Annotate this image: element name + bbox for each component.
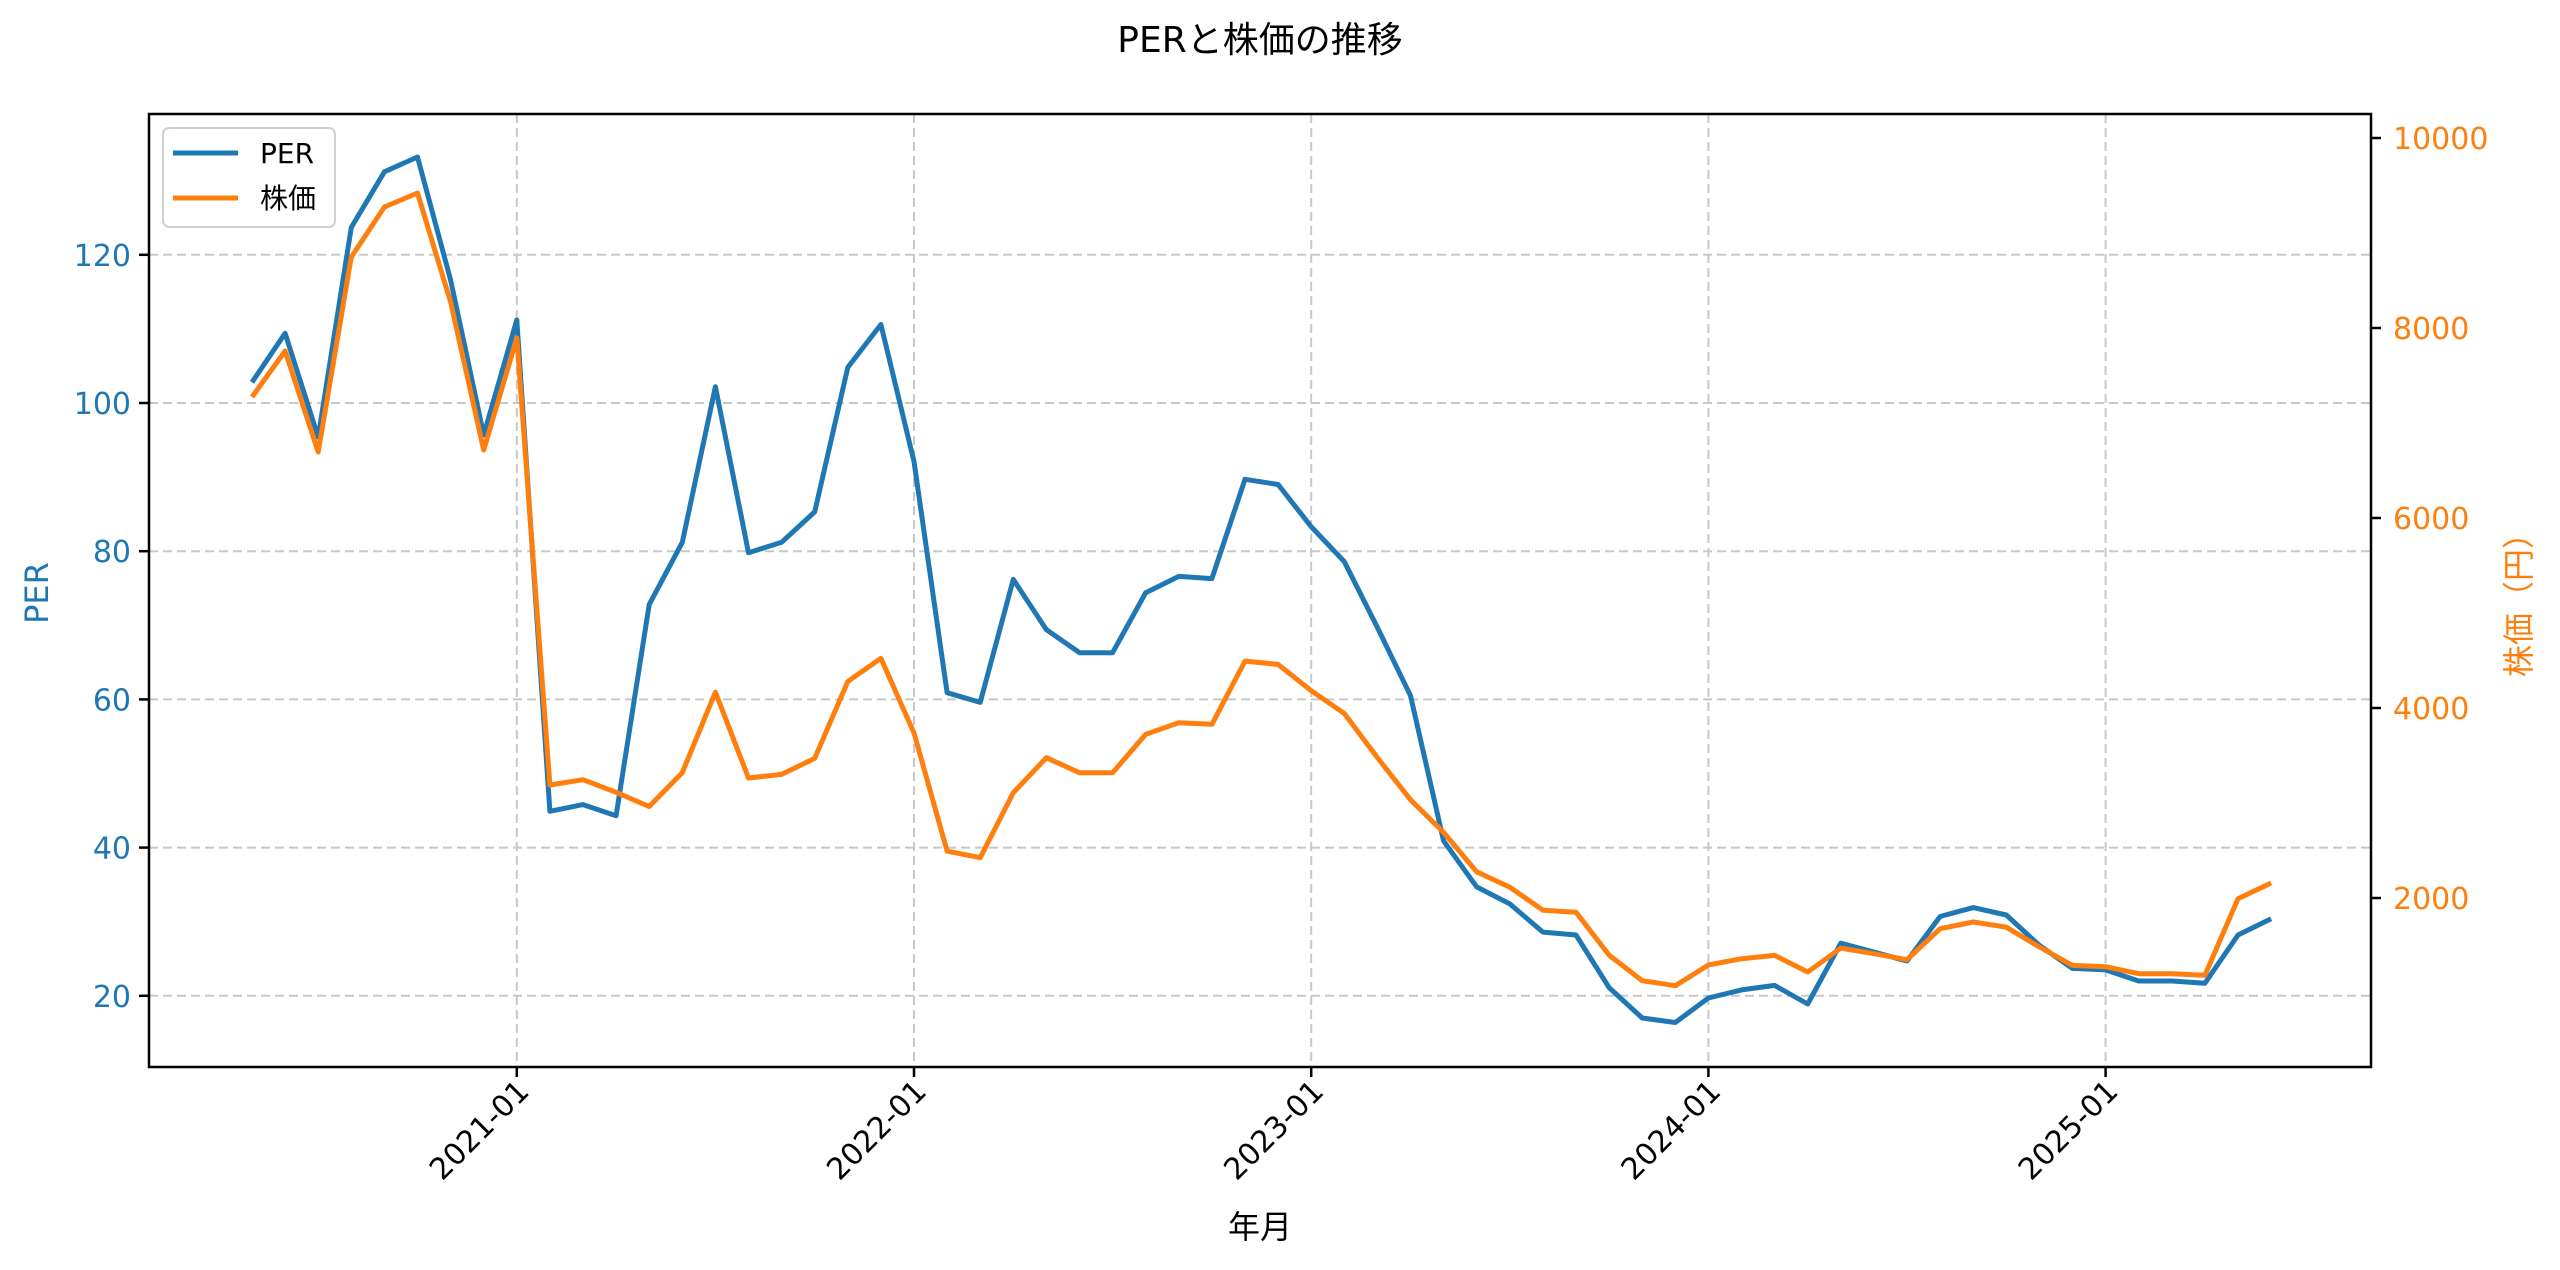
legend-price-label: 株価 (260, 182, 316, 215)
plot-frame (147, 112, 2373, 1069)
left-tick-label: 20 (93, 980, 131, 1015)
chart-title: PERと株価の推移 (1117, 20, 1402, 61)
x-tick-label: 2024-01 (1615, 1074, 1728, 1187)
price-line (249, 190, 2273, 989)
right-tick-label: 2000 (2393, 882, 2469, 917)
x-tick-label: 2021-01 (423, 1074, 536, 1187)
right-tick-label: 10000 (2393, 122, 2488, 157)
left-y-axis-ticks: 20 40 60 80 100 120 (74, 239, 149, 1015)
x-tick-label: 2025-01 (2012, 1074, 2125, 1187)
right-tick-label: 4000 (2393, 692, 2469, 727)
left-tick-label: 40 (93, 832, 131, 867)
x-tick-label: 2022-01 (820, 1074, 933, 1187)
left-tick-label: 120 (74, 239, 131, 274)
left-tick-label: 100 (74, 387, 131, 422)
right-y-axis-label: 株価（円） (2500, 517, 2538, 677)
left-y-axis-label: PER (18, 562, 56, 624)
x-tick-label: 2023-01 (1217, 1074, 1330, 1187)
grid-lines (149, 114, 2371, 1067)
left-tick-label: 60 (93, 683, 131, 718)
series-lines (249, 154, 2273, 1025)
right-tick-label: 6000 (2393, 502, 2469, 537)
left-tick-label: 80 (93, 535, 131, 570)
right-tick-label: 8000 (2393, 312, 2469, 347)
right-y-axis-ticks: 2000 4000 6000 8000 10000 (2371, 122, 2488, 917)
x-axis-label: 年月 (1228, 1208, 1292, 1246)
per-line (249, 154, 2273, 1025)
x-axis-ticks: 2021-01 2022-01 2023-01 2024-01 2025-01 (423, 1067, 2125, 1187)
legend: PER 株価 (162, 127, 336, 228)
legend-per-label: PER (260, 137, 314, 170)
